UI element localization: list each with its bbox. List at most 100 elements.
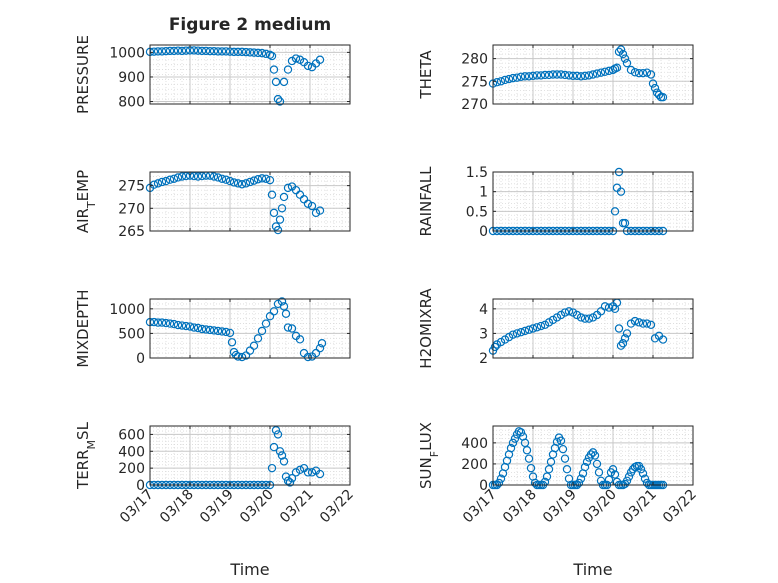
data-point — [536, 71, 546, 80]
data-point — [548, 70, 558, 79]
data-point — [574, 478, 584, 488]
y-tick-label: 4 — [479, 302, 488, 318]
data-point — [307, 468, 317, 477]
data-point — [221, 175, 231, 184]
y-tick-label: 0 — [479, 224, 488, 240]
y-axis-label-main: THETA — [417, 50, 435, 100]
y-axis-label-tail: SL — [74, 421, 92, 440]
data-point — [237, 180, 247, 189]
data-point — [279, 192, 289, 202]
data-point — [161, 318, 171, 328]
data-point — [544, 464, 554, 474]
data-point — [153, 179, 163, 188]
data-point — [562, 464, 572, 474]
y-axis-label-main: AIR — [74, 208, 92, 233]
data-point — [303, 199, 313, 208]
data-point — [638, 319, 648, 328]
data-point — [556, 70, 566, 79]
data-point — [612, 63, 622, 72]
data-point — [233, 47, 243, 57]
data-point — [544, 70, 554, 80]
data-point — [261, 319, 271, 328]
axes-box — [492, 425, 694, 486]
data-point — [193, 46, 203, 55]
data-point — [616, 341, 626, 350]
data-point — [576, 313, 586, 322]
data-point — [245, 48, 255, 57]
data-point — [271, 426, 281, 435]
data-point — [614, 324, 624, 333]
data-point — [512, 73, 522, 82]
x-tick-label: 03/18 — [157, 487, 197, 527]
data-point — [253, 48, 263, 58]
axes-box — [492, 171, 694, 232]
data-point — [540, 70, 550, 80]
data-point — [560, 70, 570, 80]
data-point — [622, 329, 632, 338]
data-point — [592, 69, 602, 78]
data-point — [193, 172, 203, 181]
data-point — [584, 314, 594, 323]
data-point — [496, 77, 506, 86]
y-axis-label-tail: LUX — [417, 422, 435, 451]
y-tick-label: 1.5 — [466, 165, 488, 181]
data-point — [237, 352, 247, 362]
data-point — [610, 470, 620, 479]
y-tick-label: 280 — [461, 52, 488, 68]
x-axis-label-2: Time — [572, 560, 612, 579]
data-point — [552, 437, 562, 447]
data-point — [624, 472, 634, 481]
data-point — [582, 457, 592, 467]
data-point — [287, 324, 297, 333]
data-point — [245, 177, 255, 187]
data-point — [265, 312, 275, 321]
data-point — [648, 79, 658, 88]
y-axis-label: PRESSURE — [74, 35, 92, 114]
data-point — [630, 68, 640, 77]
data-point — [189, 46, 199, 55]
data-point — [281, 309, 291, 318]
data-point — [241, 179, 251, 188]
data-point — [303, 352, 313, 362]
data-point — [576, 474, 586, 483]
x-axis-label-1: Time — [229, 560, 269, 579]
data-point — [287, 474, 297, 483]
data-point — [237, 47, 247, 57]
y-tick-label: 400 — [461, 436, 488, 452]
data-point — [257, 174, 267, 183]
data-point — [564, 307, 574, 316]
data-point — [273, 225, 283, 235]
subplot-3: 265 270 275 AIRTEMP — [74, 170, 351, 240]
y-axis-label-main: PRESSURE — [74, 35, 92, 114]
data-point — [285, 478, 295, 487]
data-point — [217, 174, 227, 184]
data-point — [618, 339, 628, 348]
data-point — [620, 334, 630, 343]
data-point — [315, 206, 325, 215]
x-tick-label: 03/21 — [277, 487, 317, 527]
data-point — [185, 322, 195, 331]
subplot-4: 0 0.5 1 1.5 RAINFALL — [417, 165, 694, 240]
data-point — [506, 443, 516, 453]
data-point — [217, 327, 227, 336]
data-point — [249, 176, 259, 185]
data-point — [638, 68, 648, 78]
data-point — [616, 187, 626, 196]
data-point — [634, 68, 644, 78]
x-tick-label: 03/21 — [620, 487, 660, 527]
data-point — [173, 320, 183, 330]
data-point — [542, 472, 552, 481]
data-point — [600, 67, 610, 76]
x-tick-label: 03/19 — [540, 487, 580, 527]
data-point — [165, 46, 175, 56]
data-point — [201, 46, 211, 56]
y-axis-label: TERRMSL — [74, 421, 98, 490]
data-point — [173, 46, 183, 55]
data-point — [654, 90, 664, 100]
data-point — [584, 71, 594, 80]
data-point — [279, 457, 289, 466]
y-tick-label: 265 — [118, 224, 145, 240]
data-point — [273, 94, 283, 104]
data-point — [616, 45, 626, 54]
data-point — [217, 47, 227, 56]
